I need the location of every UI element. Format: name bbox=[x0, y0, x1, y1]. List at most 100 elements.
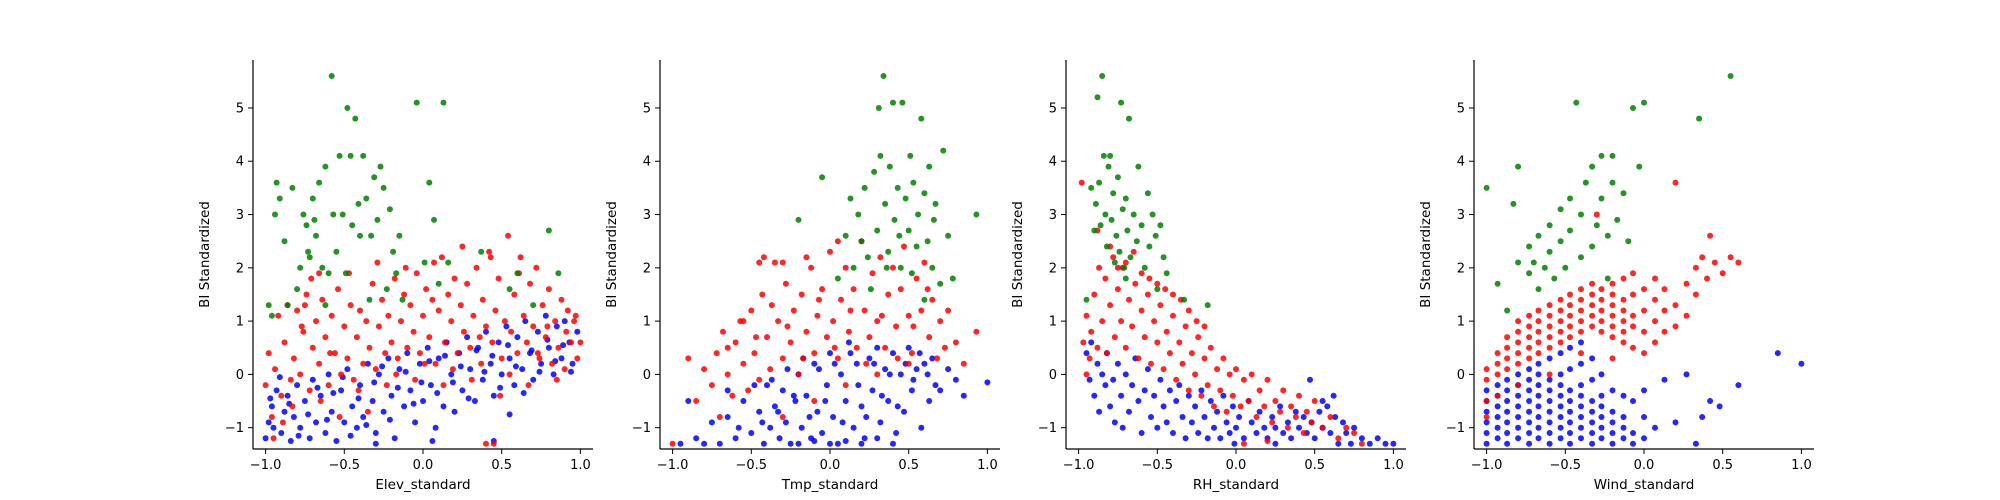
data-point bbox=[1494, 435, 1501, 442]
data-point bbox=[401, 403, 408, 410]
data-point bbox=[1132, 280, 1139, 287]
data-point bbox=[512, 363, 519, 370]
y-axis-label: BI Standardized bbox=[197, 201, 213, 308]
data-point bbox=[929, 264, 936, 271]
x-axis-label: Tmp_standard bbox=[781, 477, 879, 493]
data-point bbox=[1515, 392, 1522, 399]
data-point bbox=[847, 350, 854, 357]
data-point bbox=[328, 73, 335, 79]
data-point bbox=[1284, 424, 1291, 431]
data-point bbox=[270, 435, 277, 442]
data-point bbox=[1296, 392, 1302, 399]
data-point bbox=[937, 318, 944, 325]
data-point bbox=[921, 190, 928, 197]
data-point bbox=[363, 422, 370, 428]
data-point bbox=[520, 312, 527, 319]
data-point bbox=[1138, 307, 1145, 314]
data-point bbox=[1727, 73, 1734, 79]
data-point bbox=[1126, 296, 1132, 303]
y-tick-label: 0 bbox=[236, 368, 244, 383]
data-point bbox=[1515, 403, 1522, 410]
data-point bbox=[1083, 350, 1090, 357]
data-point bbox=[908, 387, 915, 394]
data-point bbox=[790, 307, 797, 314]
data-point bbox=[1567, 227, 1573, 234]
y-tick-label: 2 bbox=[643, 261, 651, 276]
data-point bbox=[1096, 179, 1103, 186]
data-point bbox=[1494, 392, 1501, 399]
data-point bbox=[325, 270, 332, 277]
data-point bbox=[1382, 440, 1389, 447]
data-point bbox=[871, 168, 878, 175]
data-point bbox=[1504, 334, 1511, 341]
data-point bbox=[1135, 163, 1142, 170]
data-point bbox=[366, 344, 373, 351]
data-point bbox=[882, 366, 889, 373]
data-point bbox=[1201, 414, 1208, 420]
y-tick-label: 1 bbox=[1457, 315, 1465, 330]
data-point bbox=[713, 350, 720, 357]
y-tick-label: −1 bbox=[225, 421, 244, 436]
data-point bbox=[1494, 424, 1501, 431]
data-point bbox=[284, 392, 291, 399]
data-point bbox=[1504, 398, 1511, 404]
data-point bbox=[301, 302, 308, 309]
data-point bbox=[473, 264, 480, 271]
data-point bbox=[1108, 216, 1115, 223]
data-point bbox=[314, 384, 321, 391]
data-point bbox=[1609, 419, 1616, 426]
data-point bbox=[1589, 312, 1596, 319]
data-point bbox=[506, 355, 513, 362]
data-point bbox=[1193, 318, 1200, 325]
data-point bbox=[798, 424, 805, 431]
data-point bbox=[1589, 323, 1596, 330]
data-point bbox=[1102, 382, 1109, 389]
data-point bbox=[1630, 398, 1636, 404]
data-point bbox=[907, 152, 914, 159]
data-point bbox=[823, 382, 830, 389]
data-point bbox=[677, 440, 684, 447]
data-point bbox=[309, 195, 316, 202]
data-point bbox=[716, 440, 723, 447]
data-point bbox=[1557, 339, 1564, 346]
data-point bbox=[1316, 408, 1323, 415]
data-point bbox=[1641, 387, 1647, 394]
data-point bbox=[1598, 307, 1605, 314]
data-point bbox=[1163, 270, 1170, 277]
data-point bbox=[470, 312, 477, 319]
data-point bbox=[1483, 419, 1490, 426]
data-point bbox=[369, 398, 376, 404]
y-tick-label: 5 bbox=[1457, 101, 1465, 116]
data-point bbox=[1248, 371, 1255, 378]
data-point bbox=[1103, 350, 1110, 357]
data-point bbox=[779, 387, 786, 394]
data-point bbox=[486, 248, 493, 255]
data-point bbox=[431, 259, 437, 266]
data-point bbox=[1088, 328, 1095, 335]
data-point bbox=[960, 392, 967, 399]
data-point bbox=[1557, 424, 1564, 431]
data-point bbox=[1220, 355, 1227, 362]
data-point bbox=[1630, 440, 1636, 447]
data-point bbox=[1620, 435, 1627, 442]
data-point bbox=[1526, 408, 1533, 415]
x-tick-label: 0.5 bbox=[1304, 458, 1325, 473]
data-point bbox=[1526, 387, 1533, 394]
data-point bbox=[823, 334, 830, 341]
data-point bbox=[1683, 371, 1690, 378]
data-point bbox=[1546, 334, 1553, 341]
data-point bbox=[896, 232, 903, 239]
data-point bbox=[1582, 179, 1589, 186]
data-point bbox=[383, 382, 390, 389]
data-point bbox=[468, 376, 475, 383]
data-point bbox=[1578, 211, 1584, 218]
data-point bbox=[290, 355, 297, 362]
data-point bbox=[908, 270, 915, 277]
data-point bbox=[272, 366, 278, 373]
data-point bbox=[1578, 382, 1584, 389]
data-point bbox=[393, 371, 400, 378]
data-point bbox=[1504, 387, 1511, 394]
data-point bbox=[1107, 152, 1114, 159]
data-point bbox=[372, 430, 379, 436]
scatter-panel-4: −1.0 −0.5 0.0 0.5 1.0 −1 0 1 2 3 4 5 Wind_standard BI… bbox=[1418, 60, 1814, 493]
